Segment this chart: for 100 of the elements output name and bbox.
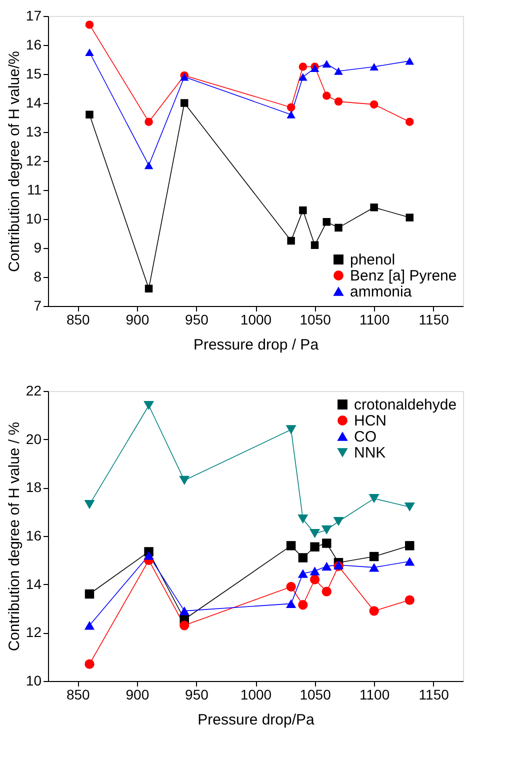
point — [404, 502, 415, 512]
legend-label: crotonaldehyde — [354, 396, 457, 414]
point — [144, 118, 153, 126]
point — [86, 110, 94, 118]
point — [322, 586, 332, 596]
x-tick-label: 900 — [126, 686, 150, 702]
y-tick-label: 16 — [26, 528, 42, 544]
legend-label: CO — [354, 428, 376, 446]
point — [404, 557, 415, 566]
legend-label: HCN — [354, 412, 386, 430]
point — [298, 569, 308, 578]
point — [179, 606, 190, 616]
point — [299, 206, 307, 214]
point — [180, 620, 190, 630]
point — [286, 425, 296, 434]
point — [405, 541, 414, 550]
point — [85, 48, 94, 56]
legend-label: NNK — [354, 444, 386, 462]
y-tick-label: 10 — [26, 210, 42, 226]
y-tick-label: 8 — [34, 268, 42, 284]
point — [298, 73, 308, 81]
point — [310, 574, 320, 584]
point — [85, 20, 94, 29]
legend-label: ammonia — [350, 284, 412, 300]
x-tick-label: 1050 — [300, 312, 332, 328]
x-axis-title: Pressure drop/Pa — [198, 712, 316, 728]
point — [286, 103, 296, 112]
y-tick-label: 20 — [26, 430, 42, 447]
x-tick-label: 1000 — [240, 312, 272, 328]
legend-label: Benz [a] Pyrene — [350, 268, 457, 284]
y-tick-label: 11 — [26, 182, 42, 198]
point — [310, 241, 319, 249]
point — [298, 600, 308, 610]
point — [298, 514, 308, 524]
point — [144, 550, 154, 560]
x-tick-label: 1100 — [360, 312, 390, 328]
point — [310, 566, 320, 576]
point — [368, 494, 380, 504]
point — [333, 516, 344, 526]
point — [298, 62, 308, 71]
point — [286, 599, 296, 608]
point — [84, 500, 95, 510]
point — [369, 563, 380, 572]
y-tick-label: 14 — [26, 94, 42, 110]
point — [370, 62, 378, 71]
x-tick-label: 1100 — [360, 686, 390, 702]
x-tick-label: 1050 — [300, 686, 332, 702]
point — [322, 218, 331, 226]
point — [406, 214, 414, 222]
point — [334, 97, 343, 106]
x-tick-label: 850 — [66, 312, 90, 328]
point — [334, 224, 342, 232]
point — [144, 284, 153, 292]
point — [404, 595, 414, 605]
point — [322, 562, 332, 571]
y-tick-label: 9 — [34, 240, 42, 256]
point — [369, 552, 379, 562]
y-tick-label: 17 — [26, 8, 42, 24]
point — [321, 525, 332, 534]
point — [179, 476, 190, 485]
y-tick-label: 10 — [26, 672, 42, 688]
point — [84, 659, 94, 669]
point — [405, 57, 414, 65]
y-tick-label: 18 — [26, 479, 42, 496]
point — [286, 541, 296, 550]
point — [310, 542, 320, 552]
x-axis-title: Pressure drop / Pa — [193, 336, 320, 354]
point — [286, 110, 296, 118]
point — [84, 589, 94, 599]
y-tick-label: 13 — [26, 124, 42, 140]
x-tick-label: 900 — [126, 312, 150, 328]
point — [298, 553, 308, 562]
point — [144, 162, 154, 170]
point — [322, 60, 332, 68]
x-tick-label: 950 — [185, 686, 209, 702]
point — [180, 99, 188, 107]
point — [370, 204, 378, 212]
point — [322, 92, 331, 100]
y-axis-title: Contribution degree of H value/% — [6, 51, 23, 272]
x-tick-label: 1150 — [418, 312, 450, 328]
point — [406, 118, 414, 126]
y-tick-label: 16 — [26, 36, 42, 52]
point — [370, 100, 378, 109]
point — [286, 582, 296, 592]
y-tick-label: 22 — [26, 382, 42, 398]
x-tick-label: 1150 — [418, 686, 450, 702]
point — [84, 621, 95, 630]
y-tick-label: 12 — [26, 624, 42, 640]
point — [144, 400, 154, 410]
y-axis-title: Contribution degree of H value / % — [6, 422, 23, 652]
point — [310, 529, 320, 538]
y-tick-label: 12 — [26, 152, 42, 168]
x-tick-label: 1000 — [240, 686, 272, 702]
y-tick-label: 15 — [26, 66, 42, 82]
x-tick-label: 850 — [66, 686, 90, 702]
point — [287, 236, 295, 245]
y-tick-label: 14 — [26, 576, 42, 592]
legend-label: phenol — [350, 252, 396, 268]
x-tick-label: 950 — [185, 312, 209, 328]
point — [369, 606, 379, 616]
